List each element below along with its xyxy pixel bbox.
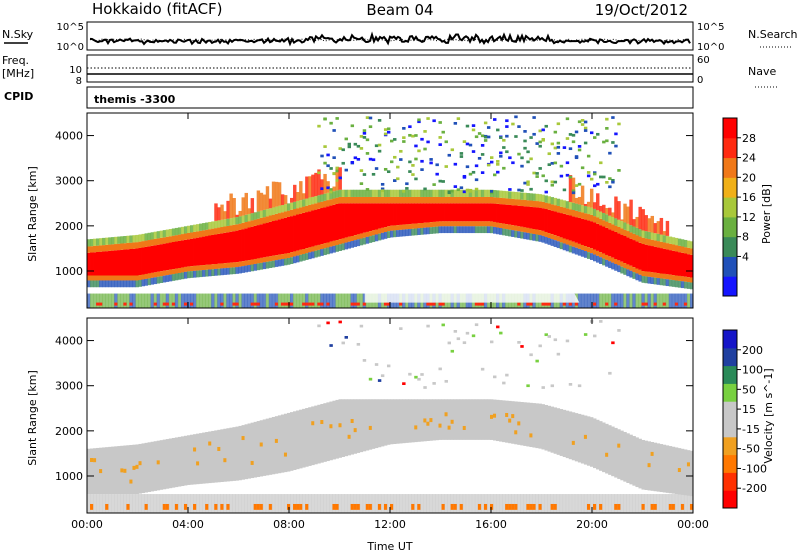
colorbar-swatch xyxy=(723,276,737,297)
colorbar-tick-label: 20 xyxy=(742,171,756,184)
nave-tick-low: 0 xyxy=(697,75,703,86)
x-tick-label: 00:00 xyxy=(71,518,103,531)
power-y-label: Slant Range [km] xyxy=(26,166,39,262)
y-tick-label: 2000 xyxy=(55,220,83,233)
nsky-tick-low: 10^0 xyxy=(57,42,84,53)
nsearch-tick-high: 10^5 xyxy=(697,22,724,33)
x-axis-label: Time UT xyxy=(366,540,412,553)
velocity-panel: 00:00 04:00 08:00 12:00 16:00 20:00 00:00 4000 3… xyxy=(55,317,709,531)
colorbar-tick-label: -50 xyxy=(742,443,760,456)
colorbar-swatch xyxy=(723,157,737,178)
colorbar-swatch xyxy=(723,365,737,384)
colorbar-swatch xyxy=(723,472,737,491)
colorbar-tick-label: 100 xyxy=(742,364,763,377)
colorbar-tick-label: 15 xyxy=(742,403,756,416)
colorbar-swatch xyxy=(723,490,737,509)
x-tick-label: 20:00 xyxy=(576,518,608,531)
velocity-y-label: Slant Range [km] xyxy=(26,370,39,466)
x-tick-label: 04:00 xyxy=(172,518,204,531)
colorbar-tick-label: 12 xyxy=(742,211,756,224)
x-tick-label: 16:00 xyxy=(475,518,507,531)
nave-label: Nave xyxy=(748,65,776,78)
cpid-strip xyxy=(86,86,694,109)
colorbar-swatch xyxy=(723,216,737,238)
colorbar-swatch xyxy=(723,197,737,218)
colorbar-swatch xyxy=(723,347,737,367)
y-tick-label: 3000 xyxy=(55,380,83,393)
y-tick-label: 3000 xyxy=(55,175,83,188)
y-tick-label: 2000 xyxy=(55,425,83,438)
y-tick-label: 1000 xyxy=(55,470,83,483)
cpid-label: CPID xyxy=(4,90,33,103)
date-title: 19/Oct/2012 xyxy=(595,1,688,19)
colorbar-tick-label: 200 xyxy=(742,344,763,357)
colorbar-tick-label: 4 xyxy=(742,250,749,263)
nsearch-tick-low: 10^0 xyxy=(697,42,724,53)
freq-unit: [MHz] xyxy=(2,67,34,80)
colorbar-swatch xyxy=(723,454,737,473)
colorbar-swatch xyxy=(723,256,737,277)
colorbar-swatch xyxy=(723,383,737,402)
nsearch-label: N.Search xyxy=(748,28,798,41)
colorbar-tick-label: 8 xyxy=(742,231,749,244)
colorbar-swatch xyxy=(723,177,737,198)
noise-strip xyxy=(86,21,694,51)
station-title: Hokkaido (fitACF) xyxy=(92,0,223,18)
freq-strip xyxy=(86,54,694,83)
colorbar-tick-label: -15 xyxy=(742,423,760,436)
y-tick-label: 4000 xyxy=(55,130,83,143)
cpid-text: themis -3300 xyxy=(94,93,176,106)
freq-tick-high: 10 xyxy=(69,65,82,76)
colorbar-swatch xyxy=(723,236,737,257)
colorbar-swatch xyxy=(723,401,737,420)
nave-tick-high: 60 xyxy=(697,55,710,66)
colorbar-swatch xyxy=(723,118,737,139)
colorbar-tick-label: 16 xyxy=(742,191,756,204)
velocity-colorbar: 200 100 50 15 -15 -50 -100 -200 xyxy=(722,329,767,509)
colorbar-tick-label: -200 xyxy=(742,482,767,495)
colorbar-swatch xyxy=(723,436,737,456)
y-tick-label: 1000 xyxy=(55,265,83,278)
x-tick-label: 12:00 xyxy=(374,518,406,531)
colorbar-swatch xyxy=(723,419,737,438)
colorbar-swatch xyxy=(723,137,737,159)
freq-tick-low: 8 xyxy=(76,76,82,87)
beam-title: Beam 04 xyxy=(366,1,433,19)
power-colorbar-label: Power [dB] xyxy=(760,184,773,244)
nsky-label: N.Sky xyxy=(2,28,34,41)
colorbar-swatch xyxy=(723,330,737,349)
colorbar-tick-label: 28 xyxy=(742,132,756,145)
power-colorbar: 28 24 20 16 12 8 4 xyxy=(722,117,756,297)
x-tick-label: 00:00 xyxy=(677,518,709,531)
colorbar-tick-label: -100 xyxy=(742,462,767,475)
velocity-colorbar-label: Velocity [m s^-1] xyxy=(762,368,775,463)
power-panel: 4000 3000 2000 1000 xyxy=(55,112,694,309)
colorbar-tick-label: 50 xyxy=(742,383,756,396)
x-tick-label: 08:00 xyxy=(273,518,305,531)
colorbar-tick-label: 24 xyxy=(742,152,756,165)
y-tick-label: 4000 xyxy=(55,335,83,348)
freq-label: Freq. xyxy=(2,54,29,67)
nsky-tick-high: 10^5 xyxy=(57,22,84,33)
